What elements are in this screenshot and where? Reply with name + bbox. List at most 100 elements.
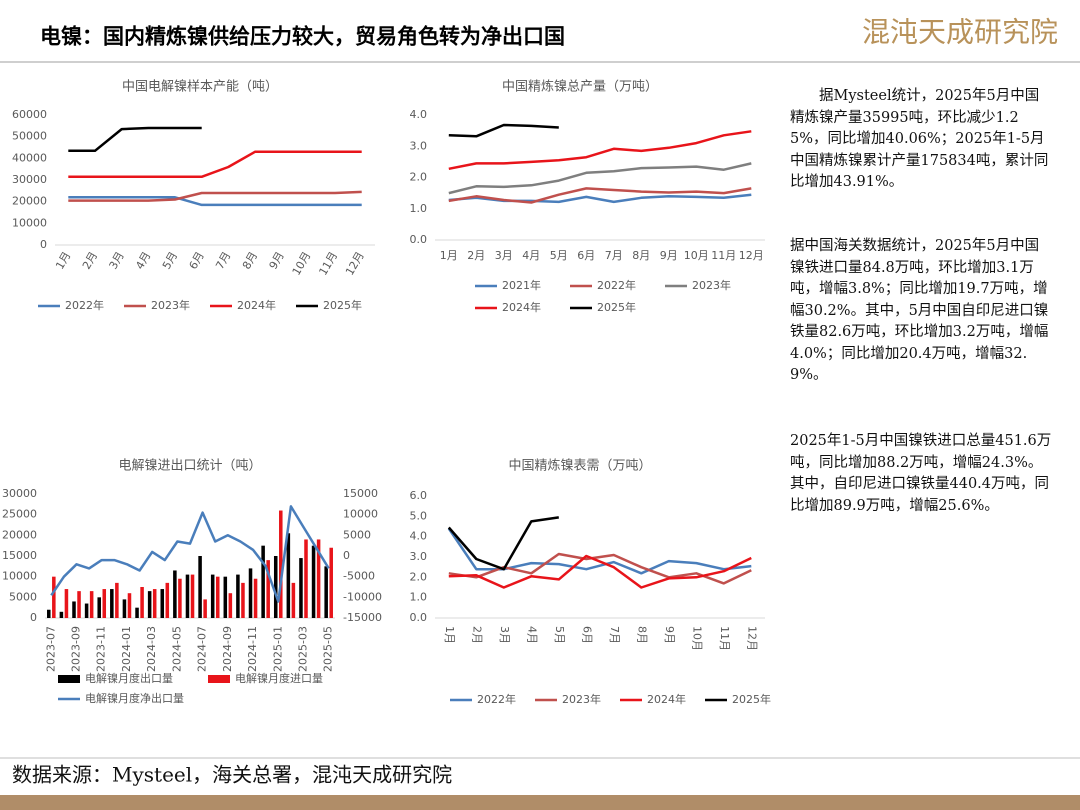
bar bbox=[185, 574, 190, 618]
footer-bar bbox=[0, 795, 1080, 810]
bar bbox=[203, 599, 207, 618]
x-tick-label: 11月 bbox=[316, 250, 340, 278]
bar bbox=[89, 591, 94, 618]
bar bbox=[253, 578, 258, 618]
bar bbox=[299, 558, 303, 618]
y-tick-label: 5000 bbox=[9, 590, 37, 603]
line bbox=[448, 123, 559, 138]
bar bbox=[47, 609, 51, 618]
legend-label: 2024年 bbox=[647, 692, 686, 706]
bar bbox=[160, 589, 165, 618]
line bbox=[68, 150, 362, 179]
y-tick-label: 10000 bbox=[12, 216, 47, 229]
logo: 混沌天成研究院 bbox=[862, 16, 1058, 49]
bar bbox=[236, 574, 240, 618]
x-tick-label: 8月 bbox=[635, 626, 648, 644]
legend-label: 2025年 bbox=[732, 692, 771, 706]
bar bbox=[178, 578, 182, 618]
y-tick-label: 20000 bbox=[2, 528, 37, 541]
line bbox=[448, 130, 752, 171]
y-tick-label: 0 bbox=[30, 611, 37, 624]
chart-title: 中国电解镍样本产能（吨） bbox=[122, 80, 278, 95]
paragraph: 据中国海关数据统计，2025年5月中国镍铁进口量84.8万吨，环比增加3.1万吨… bbox=[790, 238, 1049, 383]
legend-label: 2022年 bbox=[597, 278, 636, 292]
x-tick-label: 2024-09 bbox=[221, 626, 234, 672]
y-tick-label: 0.0 bbox=[410, 233, 428, 246]
x-tick-label: 6月 bbox=[577, 249, 595, 262]
y-tick-label: 0.0 bbox=[410, 611, 428, 624]
bar bbox=[198, 556, 202, 618]
legend-label: 2023年 bbox=[692, 278, 731, 292]
y-tick-label: 25000 bbox=[2, 508, 37, 521]
y-tick-label: 50000 bbox=[12, 130, 47, 143]
x-tick-label: 8月 bbox=[632, 249, 650, 262]
bar bbox=[72, 601, 76, 618]
x-tick-label: 7月 bbox=[605, 249, 623, 262]
chart-title: 中国精炼镍表需（万吨） bbox=[508, 459, 651, 474]
bar bbox=[84, 603, 89, 618]
x-tick-label: 2024-11 bbox=[246, 626, 259, 672]
y2-tick-label: -5000 bbox=[343, 570, 375, 583]
line bbox=[68, 126, 202, 153]
bar bbox=[97, 597, 101, 618]
bar bbox=[190, 574, 195, 618]
line bbox=[448, 187, 752, 204]
x-tick-label: 4月 bbox=[133, 250, 153, 272]
bar bbox=[140, 587, 144, 618]
bar bbox=[316, 539, 321, 618]
chart-title: 中国精炼镍总产量（万吨） bbox=[502, 80, 658, 95]
bar bbox=[127, 593, 132, 618]
x-tick-label: 7月 bbox=[608, 626, 621, 644]
x-tick-label: 1月 bbox=[440, 249, 458, 262]
x-tick-label: 2023-11 bbox=[95, 626, 108, 672]
legend-label: 2024年 bbox=[502, 300, 541, 314]
bar bbox=[304, 539, 308, 618]
bar bbox=[102, 589, 107, 618]
legend-label: 2024年 bbox=[237, 298, 276, 312]
x-tick-label: 9月 bbox=[663, 626, 676, 644]
bar bbox=[210, 574, 215, 618]
x-tick-label: 3月 bbox=[107, 250, 127, 272]
x-tick-label: 8月 bbox=[240, 250, 260, 272]
bar bbox=[173, 570, 177, 618]
y-tick-label: 40000 bbox=[12, 151, 47, 164]
x-tick-label: 11月 bbox=[711, 249, 736, 262]
x-tick-label: 2月 bbox=[467, 249, 485, 262]
x-tick-label: 5月 bbox=[550, 249, 568, 262]
bar bbox=[152, 589, 157, 618]
y2-tick-label: 15000 bbox=[343, 487, 378, 500]
x-tick-label: 9月 bbox=[660, 249, 678, 262]
y-tick-label: 4.0 bbox=[410, 108, 428, 121]
legend-swatch bbox=[208, 675, 230, 683]
x-tick-label: 2025-03 bbox=[296, 626, 309, 672]
x-tick-label: 2月 bbox=[80, 250, 100, 272]
legend-label: 电解镍月度净出口量 bbox=[85, 691, 184, 705]
x-tick-label: 2月 bbox=[470, 626, 483, 644]
y-tick-label: 1.0 bbox=[410, 591, 428, 604]
legend-label: 2021年 bbox=[502, 278, 541, 292]
bar bbox=[165, 582, 170, 618]
bar bbox=[228, 593, 233, 618]
paragraph: 据Mysteel统计，2025年5月中国精炼镍产量35995吨，环比减少1.25… bbox=[790, 88, 1049, 190]
bar bbox=[135, 607, 139, 618]
x-tick-label: 2024-07 bbox=[196, 626, 209, 672]
y-tick-label: 6.0 bbox=[410, 489, 428, 502]
x-tick-label: 9月 bbox=[267, 250, 287, 272]
y-tick-label: 2.0 bbox=[410, 171, 428, 184]
line bbox=[68, 190, 362, 202]
legend-swatch bbox=[58, 675, 80, 683]
legend-label: 2025年 bbox=[323, 298, 362, 312]
x-tick-label: 3月 bbox=[498, 626, 511, 644]
line bbox=[447, 516, 559, 571]
line bbox=[448, 554, 752, 589]
y-tick-label: 30000 bbox=[12, 173, 47, 186]
bar bbox=[215, 576, 220, 618]
source: 数据来源：Mysteel，海关总署，混沌天成研究院 bbox=[12, 763, 452, 787]
y-tick-label: 3.0 bbox=[410, 139, 428, 152]
x-tick-label: 6月 bbox=[580, 626, 593, 644]
x-tick-label: 2025-01 bbox=[271, 626, 284, 672]
y-tick-label: 30000 bbox=[2, 487, 37, 500]
y2-tick-label: 5000 bbox=[343, 528, 371, 541]
